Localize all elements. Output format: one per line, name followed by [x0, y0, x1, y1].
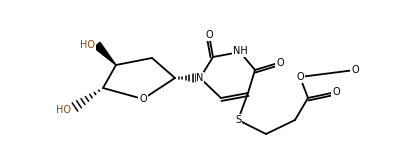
Polygon shape	[94, 42, 116, 65]
Text: O: O	[351, 65, 359, 75]
Text: NH: NH	[232, 46, 248, 56]
Text: N: N	[196, 73, 204, 83]
Text: O: O	[139, 94, 147, 104]
Text: HO: HO	[56, 105, 71, 115]
Text: O: O	[296, 72, 304, 82]
Text: O: O	[205, 30, 213, 40]
Text: HO: HO	[80, 40, 95, 50]
Text: O: O	[276, 58, 284, 68]
Text: O: O	[332, 87, 340, 97]
Text: S: S	[235, 115, 241, 125]
